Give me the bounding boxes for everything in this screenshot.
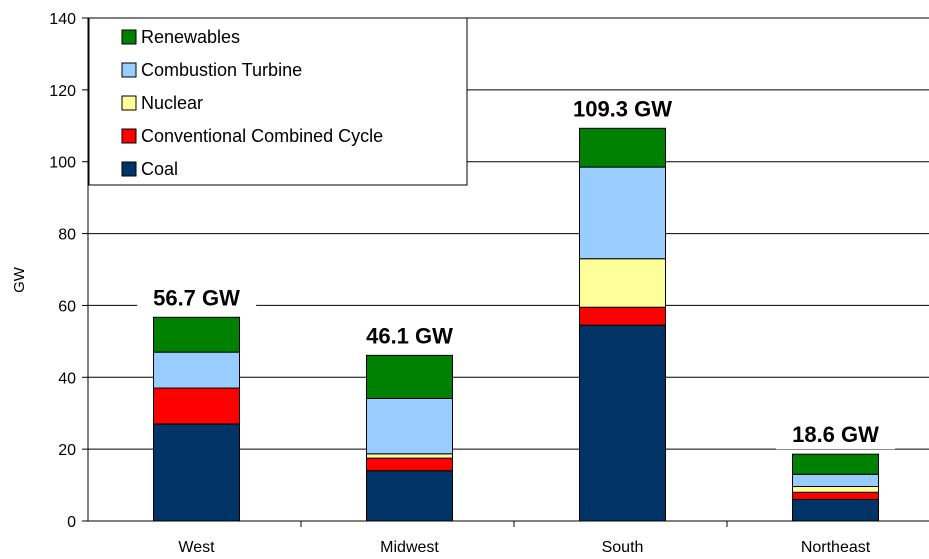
bar-segment-coal bbox=[366, 470, 453, 522]
bar-segment-combustion-turbine bbox=[366, 397, 453, 455]
total-label-background bbox=[556, 94, 689, 124]
bar-segment-renewables bbox=[579, 127, 666, 168]
total-label-background bbox=[137, 283, 257, 313]
bar-segment-conventional-combined-cycle bbox=[153, 387, 240, 425]
legend-swatch bbox=[121, 128, 137, 144]
total-labels: 56.7 GW 46.1 GW 109.3 GW 18.6 GW bbox=[137, 94, 896, 450]
bar-segment-conventional-combined-cycle bbox=[792, 491, 879, 500]
total-label: 109.3 GW bbox=[573, 96, 672, 121]
bar-segment-combustion-turbine bbox=[153, 351, 240, 389]
y-tick-label: 20 bbox=[58, 442, 76, 459]
total-label-background bbox=[350, 321, 470, 351]
bar-segment-coal bbox=[153, 423, 240, 522]
legend-box bbox=[88, 17, 468, 186]
bar-segment-conventional-combined-cycle bbox=[579, 306, 666, 326]
bar-segment-nuclear bbox=[792, 486, 879, 493]
bars bbox=[153, 127, 879, 522]
y-tick-label: 0 bbox=[67, 514, 76, 531]
total-label-background bbox=[776, 420, 896, 450]
y-tick-label: 80 bbox=[58, 227, 76, 244]
total-label: 18.6 GW bbox=[792, 422, 879, 447]
bar-segment-renewables bbox=[366, 354, 453, 399]
legend: Renewables Combustion Turbine Nuclear Conve… bbox=[88, 17, 468, 186]
bar-segment-nuclear bbox=[579, 258, 666, 308]
y-tick-label: 140 bbox=[49, 11, 76, 28]
axes: 0 20 40 60 80 100 120 140 West Midwest South Northe… bbox=[49, 11, 929, 556]
y-tick-label: 60 bbox=[58, 298, 76, 315]
bar-segment-combustion-turbine bbox=[792, 473, 879, 488]
legend-swatch bbox=[121, 95, 137, 111]
legend-label: Coal bbox=[141, 159, 178, 179]
bar-segment-renewables bbox=[153, 316, 240, 353]
y-tick-label: 120 bbox=[49, 83, 76, 100]
bar-segment-nuclear bbox=[366, 453, 453, 459]
bar-segment-coal bbox=[792, 498, 879, 522]
bar-segment-renewables bbox=[792, 453, 879, 475]
x-tick-label: West bbox=[178, 539, 215, 556]
y-tick-label: 40 bbox=[58, 370, 76, 387]
bar-segment-combustion-turbine bbox=[579, 166, 666, 260]
legend-swatch bbox=[121, 29, 137, 45]
legend-label: Nuclear bbox=[141, 93, 203, 113]
y-axis-title: GW bbox=[11, 266, 28, 293]
x-tick-label: Midwest bbox=[380, 539, 439, 556]
total-label: 56.7 GW bbox=[153, 285, 240, 310]
legend-swatch bbox=[121, 62, 137, 78]
total-label: 46.1 GW bbox=[366, 323, 453, 348]
x-tick-label: Northeast bbox=[801, 539, 871, 556]
legend-label: Renewables bbox=[141, 27, 240, 47]
y-tick-label: 100 bbox=[49, 155, 76, 172]
bar-segment-coal bbox=[579, 324, 666, 522]
legend-swatch bbox=[121, 161, 137, 177]
legend-label: Conventional Combined Cycle bbox=[141, 126, 383, 146]
x-tick-label: South bbox=[602, 539, 644, 556]
bar-segment-conventional-combined-cycle bbox=[366, 457, 453, 472]
legend-label: Combustion Turbine bbox=[141, 60, 302, 80]
